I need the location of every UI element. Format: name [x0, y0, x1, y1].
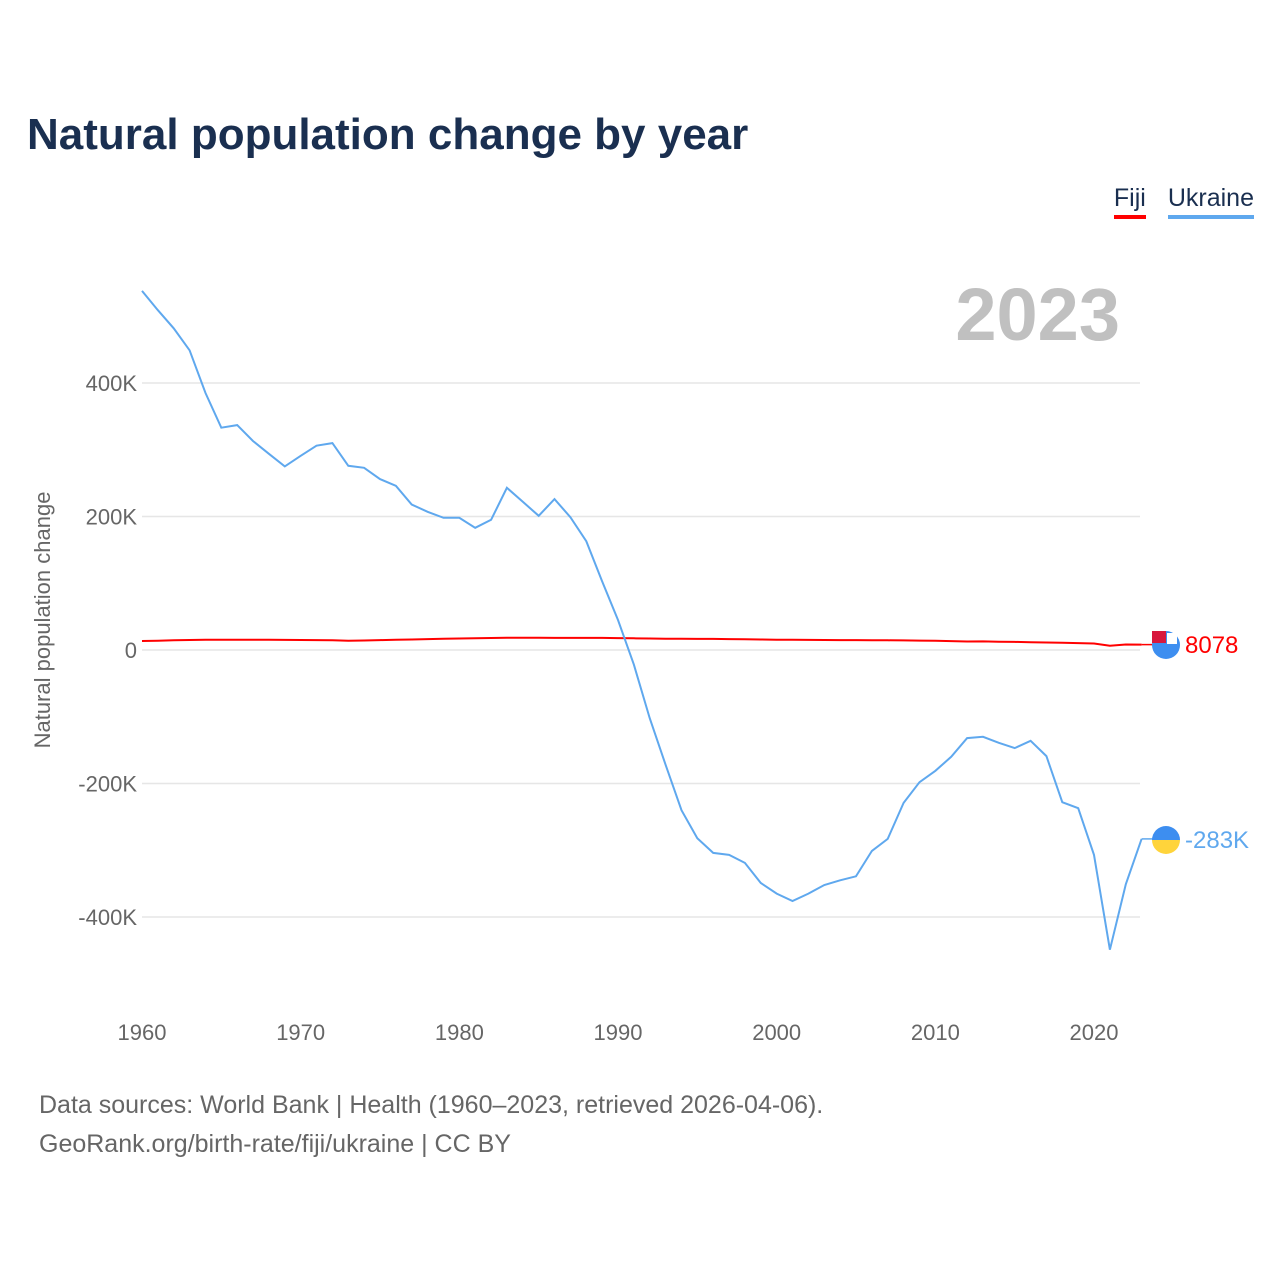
x-tick-label: 2020 [1070, 1020, 1119, 1045]
fiji-flag-union [1152, 631, 1166, 643]
fiji-flag-shield [1167, 633, 1177, 644]
y-tick-label: 0 [125, 638, 137, 663]
x-tick-label: 2010 [911, 1020, 960, 1045]
end-value-label: -283K [1185, 827, 1249, 854]
x-tick-label: 1970 [276, 1020, 325, 1045]
footer-sources: Data sources: World Bank | Health (1960–… [39, 1091, 824, 1119]
y-axis-label: Natural population change [30, 492, 55, 749]
x-tick-label: 2000 [752, 1020, 801, 1045]
end-value-label: 8078 [1185, 632, 1238, 659]
footer-link[interactable]: GeoRank.org/birth-rate/fiji/ukraine | CC… [39, 1130, 511, 1158]
y-tick-label: -200K [78, 772, 137, 797]
x-tick-label: 1980 [435, 1020, 484, 1045]
y-tick-label: -400K [78, 905, 137, 930]
y-tick-label: 200K [86, 505, 138, 530]
x-tick-label: 1960 [118, 1020, 167, 1045]
series-line-fiji [141, 636, 1142, 647]
series-line-ukraine [141, 290, 1143, 950]
ukraine-flag-bottom [1152, 840, 1180, 854]
legend-item-ukraine[interactable]: Ukraine [1167, 184, 1254, 219]
footer: Data sources: World Bank | Health (1960–… [39, 1086, 823, 1164]
legend: Fiji Ukraine [1113, 184, 1254, 219]
y-tick-label: 400K [86, 371, 138, 396]
chart-title: Natural population change by year [27, 110, 749, 159]
year-label: 2023 [955, 273, 1120, 356]
ukraine-flag-icon [1152, 826, 1180, 840]
x-tick-label: 1990 [594, 1020, 643, 1045]
legend-item-fiji[interactable]: Fiji [1113, 184, 1146, 219]
